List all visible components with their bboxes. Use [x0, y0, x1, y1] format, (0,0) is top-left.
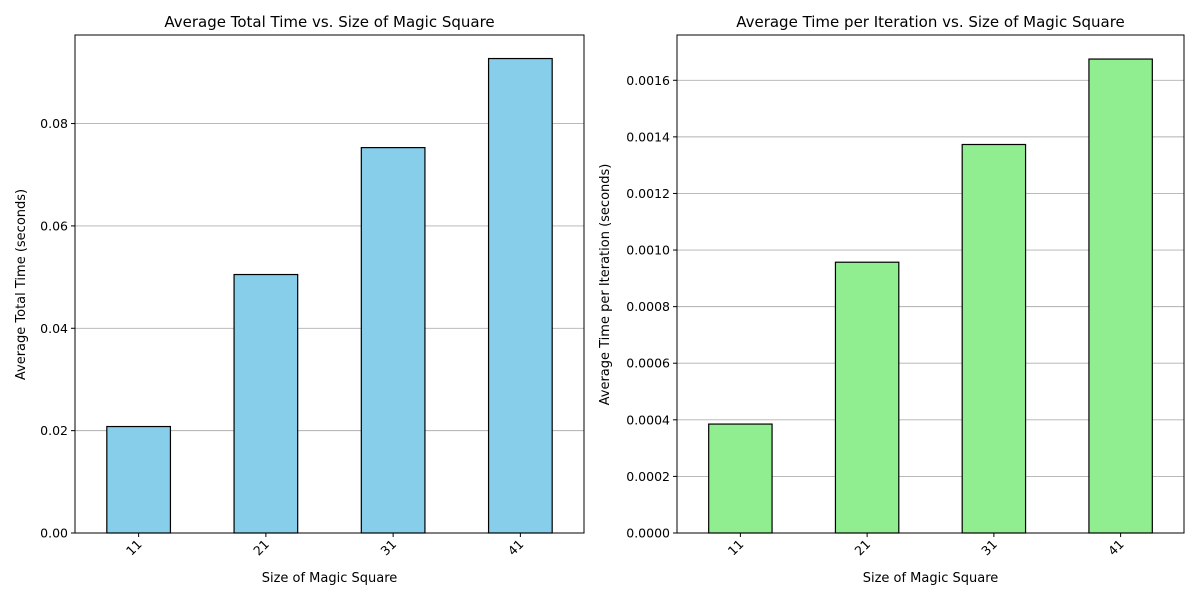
y-tick-label: 0.0008 [626, 299, 670, 314]
chart-title: Average Time per Iteration vs. Size of M… [736, 13, 1125, 31]
y-tick-label: 0.0000 [626, 526, 670, 541]
x-axis-label: Size of Magic Square [863, 571, 999, 586]
bar-11 [708, 423, 773, 534]
bars [106, 57, 553, 534]
y-tick-label: 0.06 [40, 218, 68, 233]
y-tick-label: 0.04 [40, 321, 68, 336]
y-tick-label: 0.0004 [626, 412, 670, 427]
y-tick-label: 0.0012 [626, 186, 670, 201]
plot-frame [74, 34, 585, 534]
chart-total-time: Average Total Time vs. Size of Magic Squ… [14, 13, 585, 586]
chart-title: Average Total Time vs. Size of Magic Squ… [164, 13, 494, 31]
x-tick-label: 21 [250, 537, 272, 559]
bar-31 [360, 147, 426, 534]
x-tick-label: 11 [123, 537, 145, 559]
y-tick-label: 0.00 [40, 526, 68, 541]
y-tick-label: 0.0014 [626, 129, 670, 144]
bar-31 [961, 143, 1027, 534]
x-axis-label: Size of Magic Square [262, 571, 398, 586]
bar-21 [834, 261, 900, 534]
x-tick-label: 41 [1105, 537, 1127, 559]
y-axis-ticks: 0.00 0.02 0.04 0.06 0.08 [40, 116, 75, 541]
bar-11 [106, 425, 172, 534]
y-tick-label: 0.0002 [626, 469, 670, 484]
bar-21 [233, 273, 299, 534]
x-tick-label: 31 [978, 537, 1000, 559]
bar-41 [1088, 58, 1153, 534]
x-axis-ticks: 11 21 31 41 [123, 533, 527, 559]
x-tick-label: 31 [377, 537, 399, 559]
y-tick-label: 0.0016 [626, 73, 670, 88]
y-axis-ticks: 0.0000 0.0002 0.0004 0.0006 0.0008 0.0010 0.00… [626, 73, 677, 541]
x-axis-ticks: 11 21 31 41 [725, 533, 1127, 558]
x-tick-label: 11 [725, 537, 747, 559]
chart-time-per-iteration: Average Time per Iteration vs. Size of M… [598, 13, 1185, 586]
bars [708, 58, 1153, 534]
x-tick-label: 21 [851, 537, 873, 559]
y-axis-label: Average Total Time (seconds) [14, 189, 29, 380]
y-tick-label: 0.02 [40, 423, 68, 438]
y-tick-label: 0.08 [40, 116, 68, 131]
y-tick-label: 0.0010 [626, 243, 670, 258]
y-tick-label: 0.0006 [626, 356, 670, 371]
plot-frame [676, 34, 1185, 534]
x-tick-label: 41 [505, 537, 527, 559]
y-axis-label: Average Time per Iteration (seconds) [598, 164, 613, 406]
bar-41 [487, 57, 553, 534]
